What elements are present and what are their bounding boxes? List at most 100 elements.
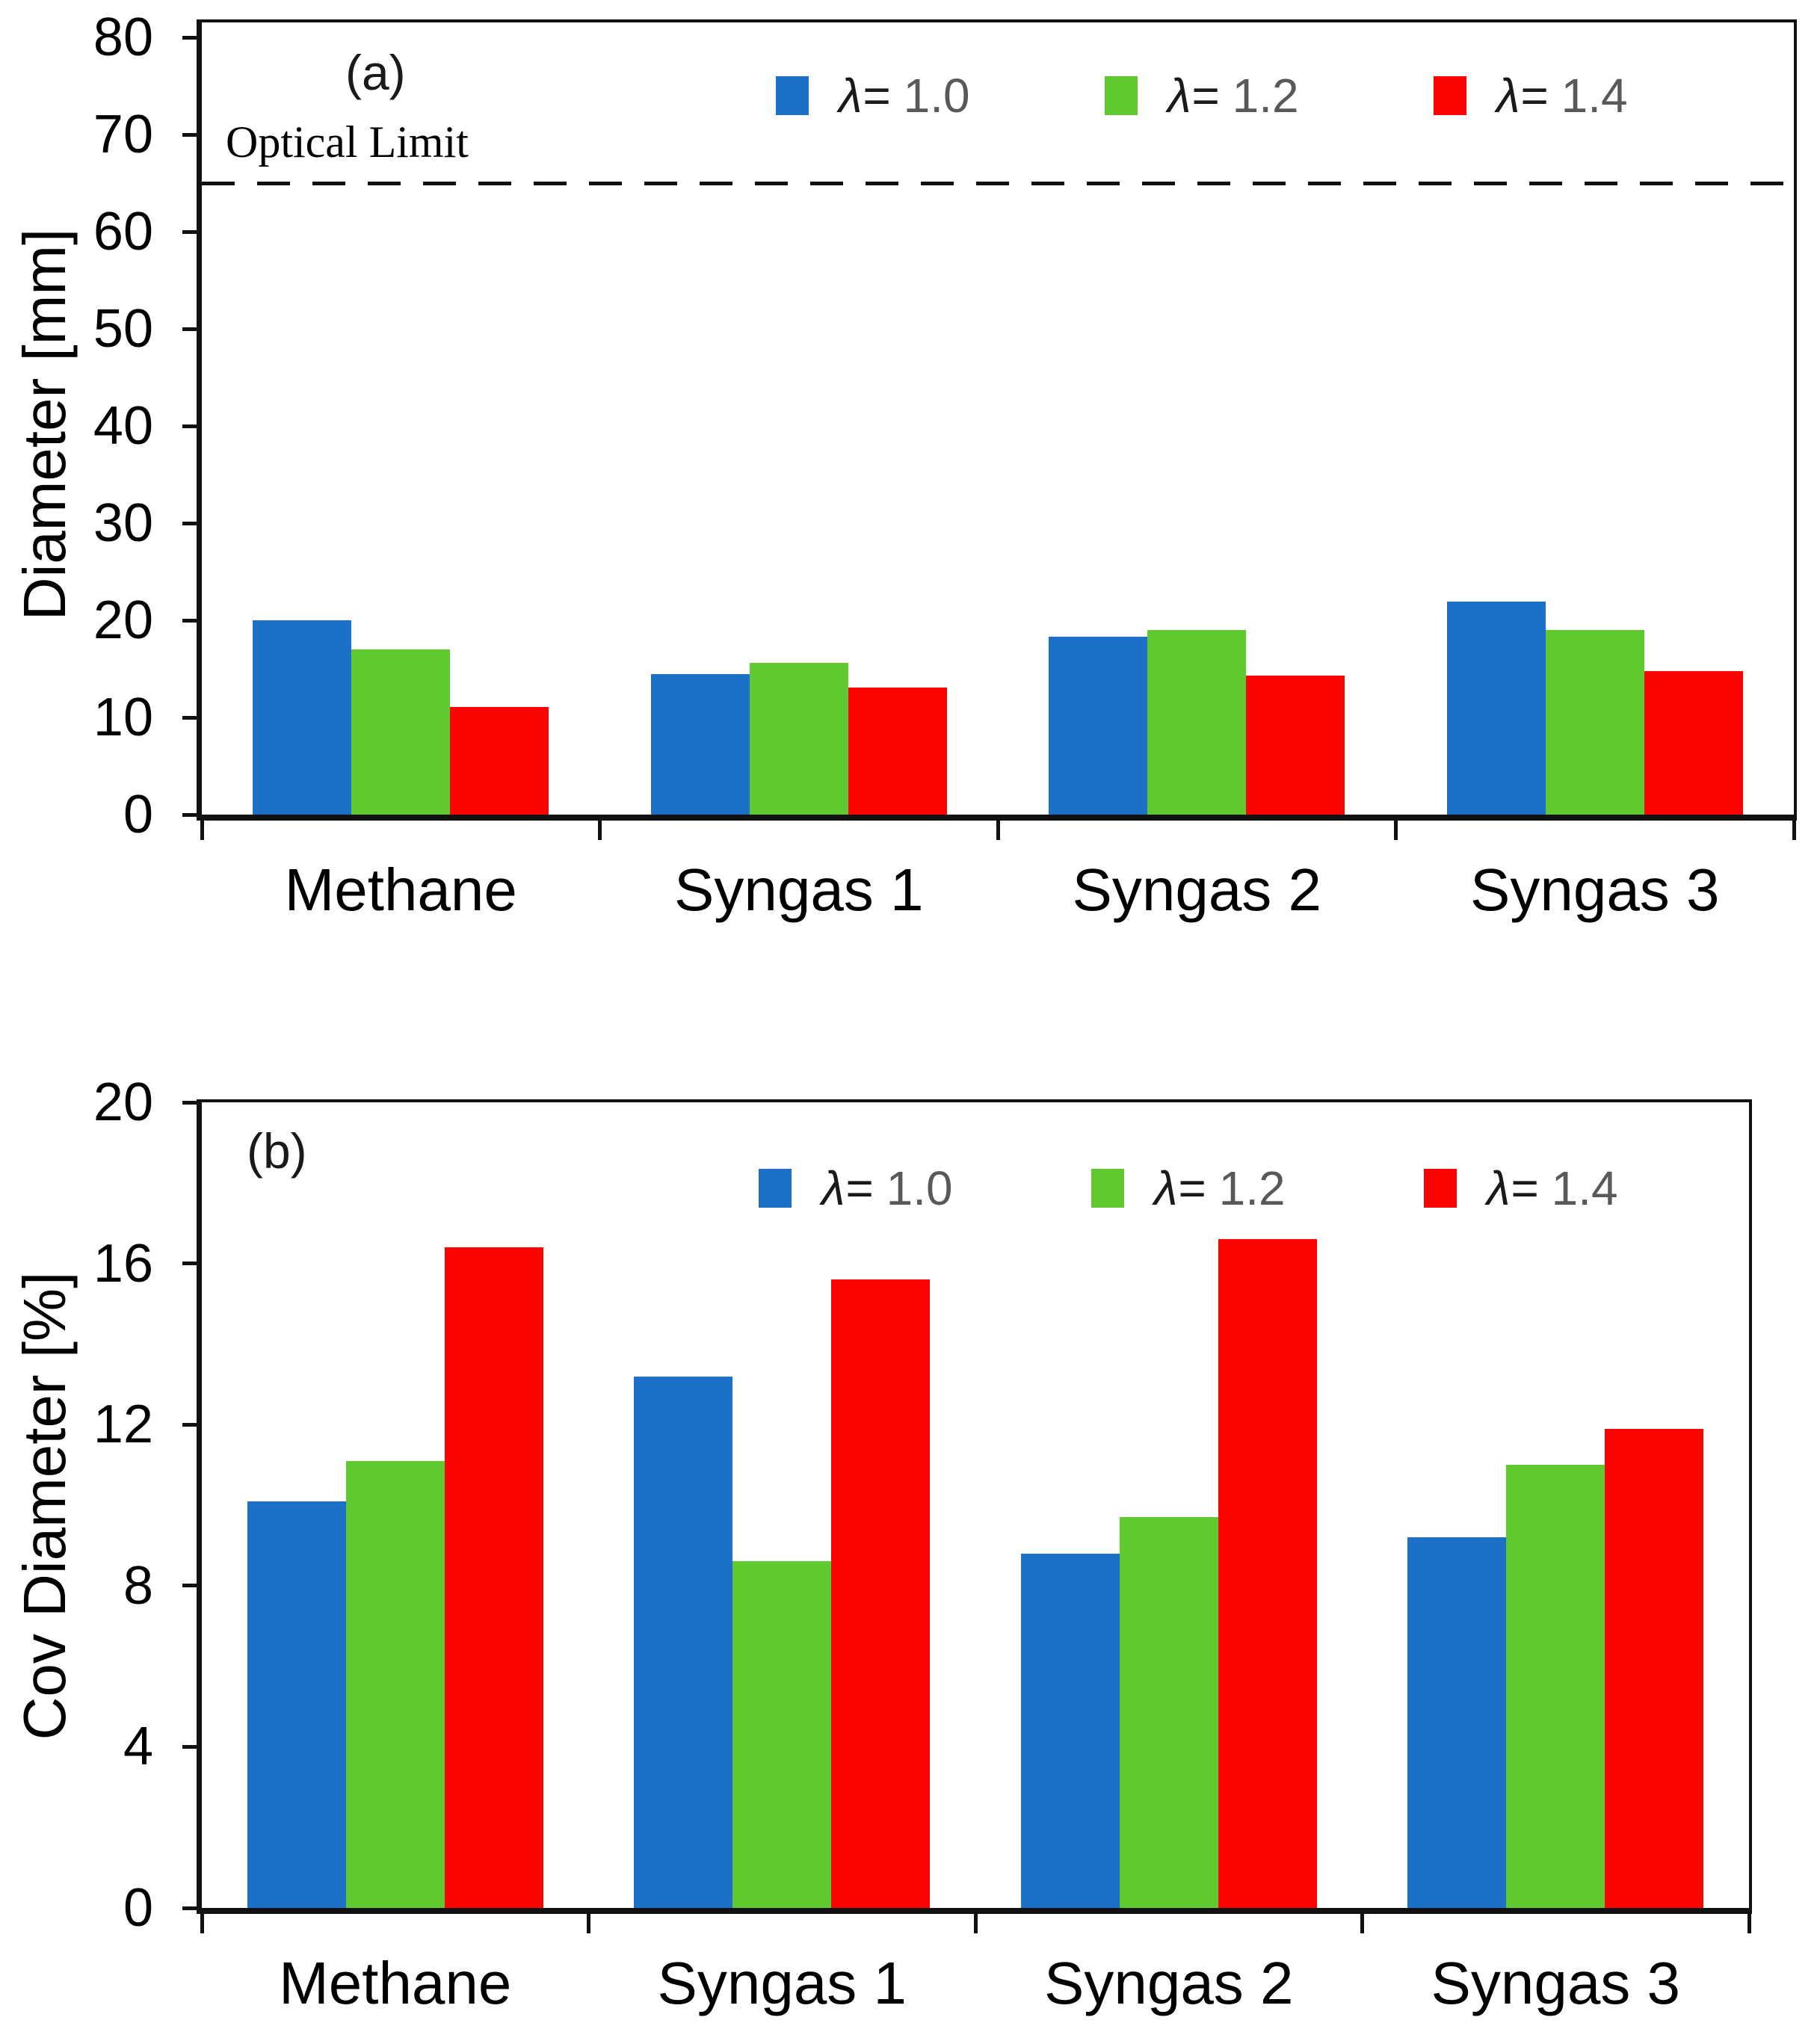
optical-limit-dashed-line [202, 181, 1794, 185]
legend-item-lambda-1.0: λ= 1.0 [776, 72, 1105, 120]
legend-lambda-symbol: λ= [1496, 69, 1548, 123]
y-tick-label: 0 [123, 1878, 153, 1938]
legend-label: λ= 1.2 [1154, 1164, 1286, 1212]
x-axis-tick [1360, 1914, 1364, 1933]
legend-lambda-symbol: λ= [839, 69, 890, 123]
y-axis-tick [182, 1422, 202, 1427]
legend-swatch-lambda-1.0 [776, 76, 809, 115]
y-tick-label: 60 [93, 202, 153, 262]
y-tick-label: 20 [93, 1072, 153, 1132]
x-category-label: Syngas 3 [1431, 1950, 1681, 2016]
y-axis-tick [182, 424, 202, 428]
legend-lambda-value: 1.2 [1218, 1161, 1286, 1215]
bar-a-syngas-1-lambda-1.4 [848, 687, 947, 815]
legend: λ= 1.0 λ= 1.2 λ= 1.4 [759, 1164, 1756, 1212]
bar-b-methane-lambda-1.4 [444, 1247, 543, 1908]
y-tick-label: 8 [123, 1555, 153, 1616]
x-category-label: Syngas 1 [657, 1950, 907, 2016]
legend-lambda-symbol: λ= [821, 1161, 873, 1215]
legend-swatch-lambda-1.4 [1424, 1169, 1457, 1208]
panel-letter: (a) [345, 45, 406, 100]
bar-a-syngas-1-lambda-1.0 [650, 673, 750, 815]
bar-b-syngas-1-lambda-1.2 [732, 1561, 832, 1908]
bar-b-methane-lambda-1.0 [247, 1501, 346, 1908]
bar-a-syngas-3-lambda-1.2 [1545, 630, 1644, 815]
x-axis-tick [200, 1914, 204, 1933]
bar-b-syngas-3-lambda-1.2 [1506, 1465, 1605, 1908]
legend-item-lambda-1.2: λ= 1.2 [1105, 72, 1434, 120]
y-axis-tick [182, 1100, 202, 1105]
legend-label: λ= 1.0 [839, 72, 970, 120]
bar-b-syngas-2-lambda-1.2 [1119, 1517, 1218, 1908]
y-tick-label: 10 [93, 688, 153, 747]
x-axis-tick [1394, 821, 1398, 840]
y-axis-tick [182, 132, 202, 137]
x-axis-tick [200, 821, 204, 840]
legend-swatch-lambda-1.4 [1434, 76, 1466, 115]
x-category-label: Syngas 2 [1072, 856, 1322, 923]
legend-label: λ= 1.4 [1496, 72, 1628, 120]
legend-swatch-lambda-1.0 [759, 1169, 792, 1208]
bar-a-syngas-1-lambda-1.2 [749, 663, 848, 815]
legend-item-lambda-1.0: λ= 1.0 [759, 1164, 1091, 1212]
legend: λ= 1.0 λ= 1.2 λ= 1.4 [776, 72, 1762, 120]
x-axis-tick [973, 1914, 978, 1933]
y-axis-tick [182, 618, 202, 623]
bar-b-syngas-1-lambda-1.4 [831, 1279, 931, 1908]
bar-a-syngas-2-lambda-1.2 [1147, 630, 1247, 815]
y-tick-label: 40 [93, 396, 153, 456]
y-axis-title: Diameter [mm] [11, 228, 78, 621]
bar-a-methane-lambda-1.0 [253, 620, 352, 815]
legend-item-lambda-1.4: λ= 1.4 [1434, 72, 1762, 120]
y-axis-tick [182, 229, 202, 234]
x-category-label: Syngas 1 [673, 856, 924, 923]
bar-b-syngas-2-lambda-1.4 [1218, 1239, 1317, 1908]
y-tick-label: 4 [123, 1717, 153, 1777]
y-tick-label: 30 [93, 493, 153, 553]
bar-a-syngas-2-lambda-1.0 [1049, 637, 1148, 815]
y-axis-tick [182, 1744, 202, 1749]
legend-lambda-value: 1.2 [1232, 69, 1299, 123]
y-tick-label: 50 [93, 299, 153, 359]
y-axis-tick [182, 35, 202, 40]
y-axis-tick [182, 1906, 202, 1910]
legend-lambda-value: 1.4 [1551, 1161, 1618, 1215]
panel-letter: (b) [247, 1123, 307, 1179]
bar-b-syngas-3-lambda-1.0 [1407, 1537, 1507, 1908]
y-axis-tick [182, 521, 202, 525]
legend-lambda-value: 1.4 [1561, 69, 1628, 123]
bar-b-methane-lambda-1.2 [345, 1460, 445, 1908]
y-tick-label: 70 [93, 105, 153, 164]
y-tick-label: 20 [93, 590, 153, 650]
legend-swatch-lambda-1.2 [1105, 76, 1138, 115]
legend-lambda-symbol: λ= [1487, 1161, 1538, 1215]
x-axis-tick [598, 821, 602, 840]
legend-lambda-value: 1.0 [903, 69, 970, 123]
bar-b-syngas-2-lambda-1.0 [1020, 1553, 1120, 1908]
y-axis-tick [182, 715, 202, 720]
optical-limit-label: Optical Limit [226, 117, 469, 167]
x-axis-tick [996, 821, 1000, 840]
legend-lambda-symbol: λ= [1167, 69, 1219, 123]
bar-a-methane-lambda-1.2 [351, 649, 451, 815]
legend-lambda-symbol: λ= [1154, 1161, 1206, 1215]
bar-a-syngas-3-lambda-1.0 [1446, 602, 1546, 815]
y-tick-label: 16 [93, 1233, 153, 1294]
bar-a-methane-lambda-1.4 [450, 706, 549, 815]
legend-swatch-lambda-1.2 [1091, 1169, 1124, 1208]
y-tick-label: 0 [123, 785, 153, 844]
y-axis-title: Cov Diameter [%] [11, 1271, 78, 1741]
y-axis-tick [182, 1584, 202, 1588]
y-tick-label: 80 [93, 7, 153, 67]
x-axis-tick [1792, 821, 1796, 840]
plot-area-chart-b [197, 1099, 1752, 1914]
legend-label: λ= 1.4 [1487, 1164, 1618, 1212]
y-tick-label: 12 [93, 1395, 153, 1455]
y-axis-tick [182, 327, 202, 331]
x-category-label: Syngas 2 [1043, 1950, 1294, 2016]
legend-item-lambda-1.2: λ= 1.2 [1091, 1164, 1424, 1212]
bar-b-syngas-1-lambda-1.0 [634, 1376, 733, 1908]
legend-lambda-value: 1.0 [886, 1161, 953, 1215]
bar-a-syngas-3-lambda-1.4 [1644, 670, 1743, 815]
x-category-label: Methane [284, 856, 517, 923]
